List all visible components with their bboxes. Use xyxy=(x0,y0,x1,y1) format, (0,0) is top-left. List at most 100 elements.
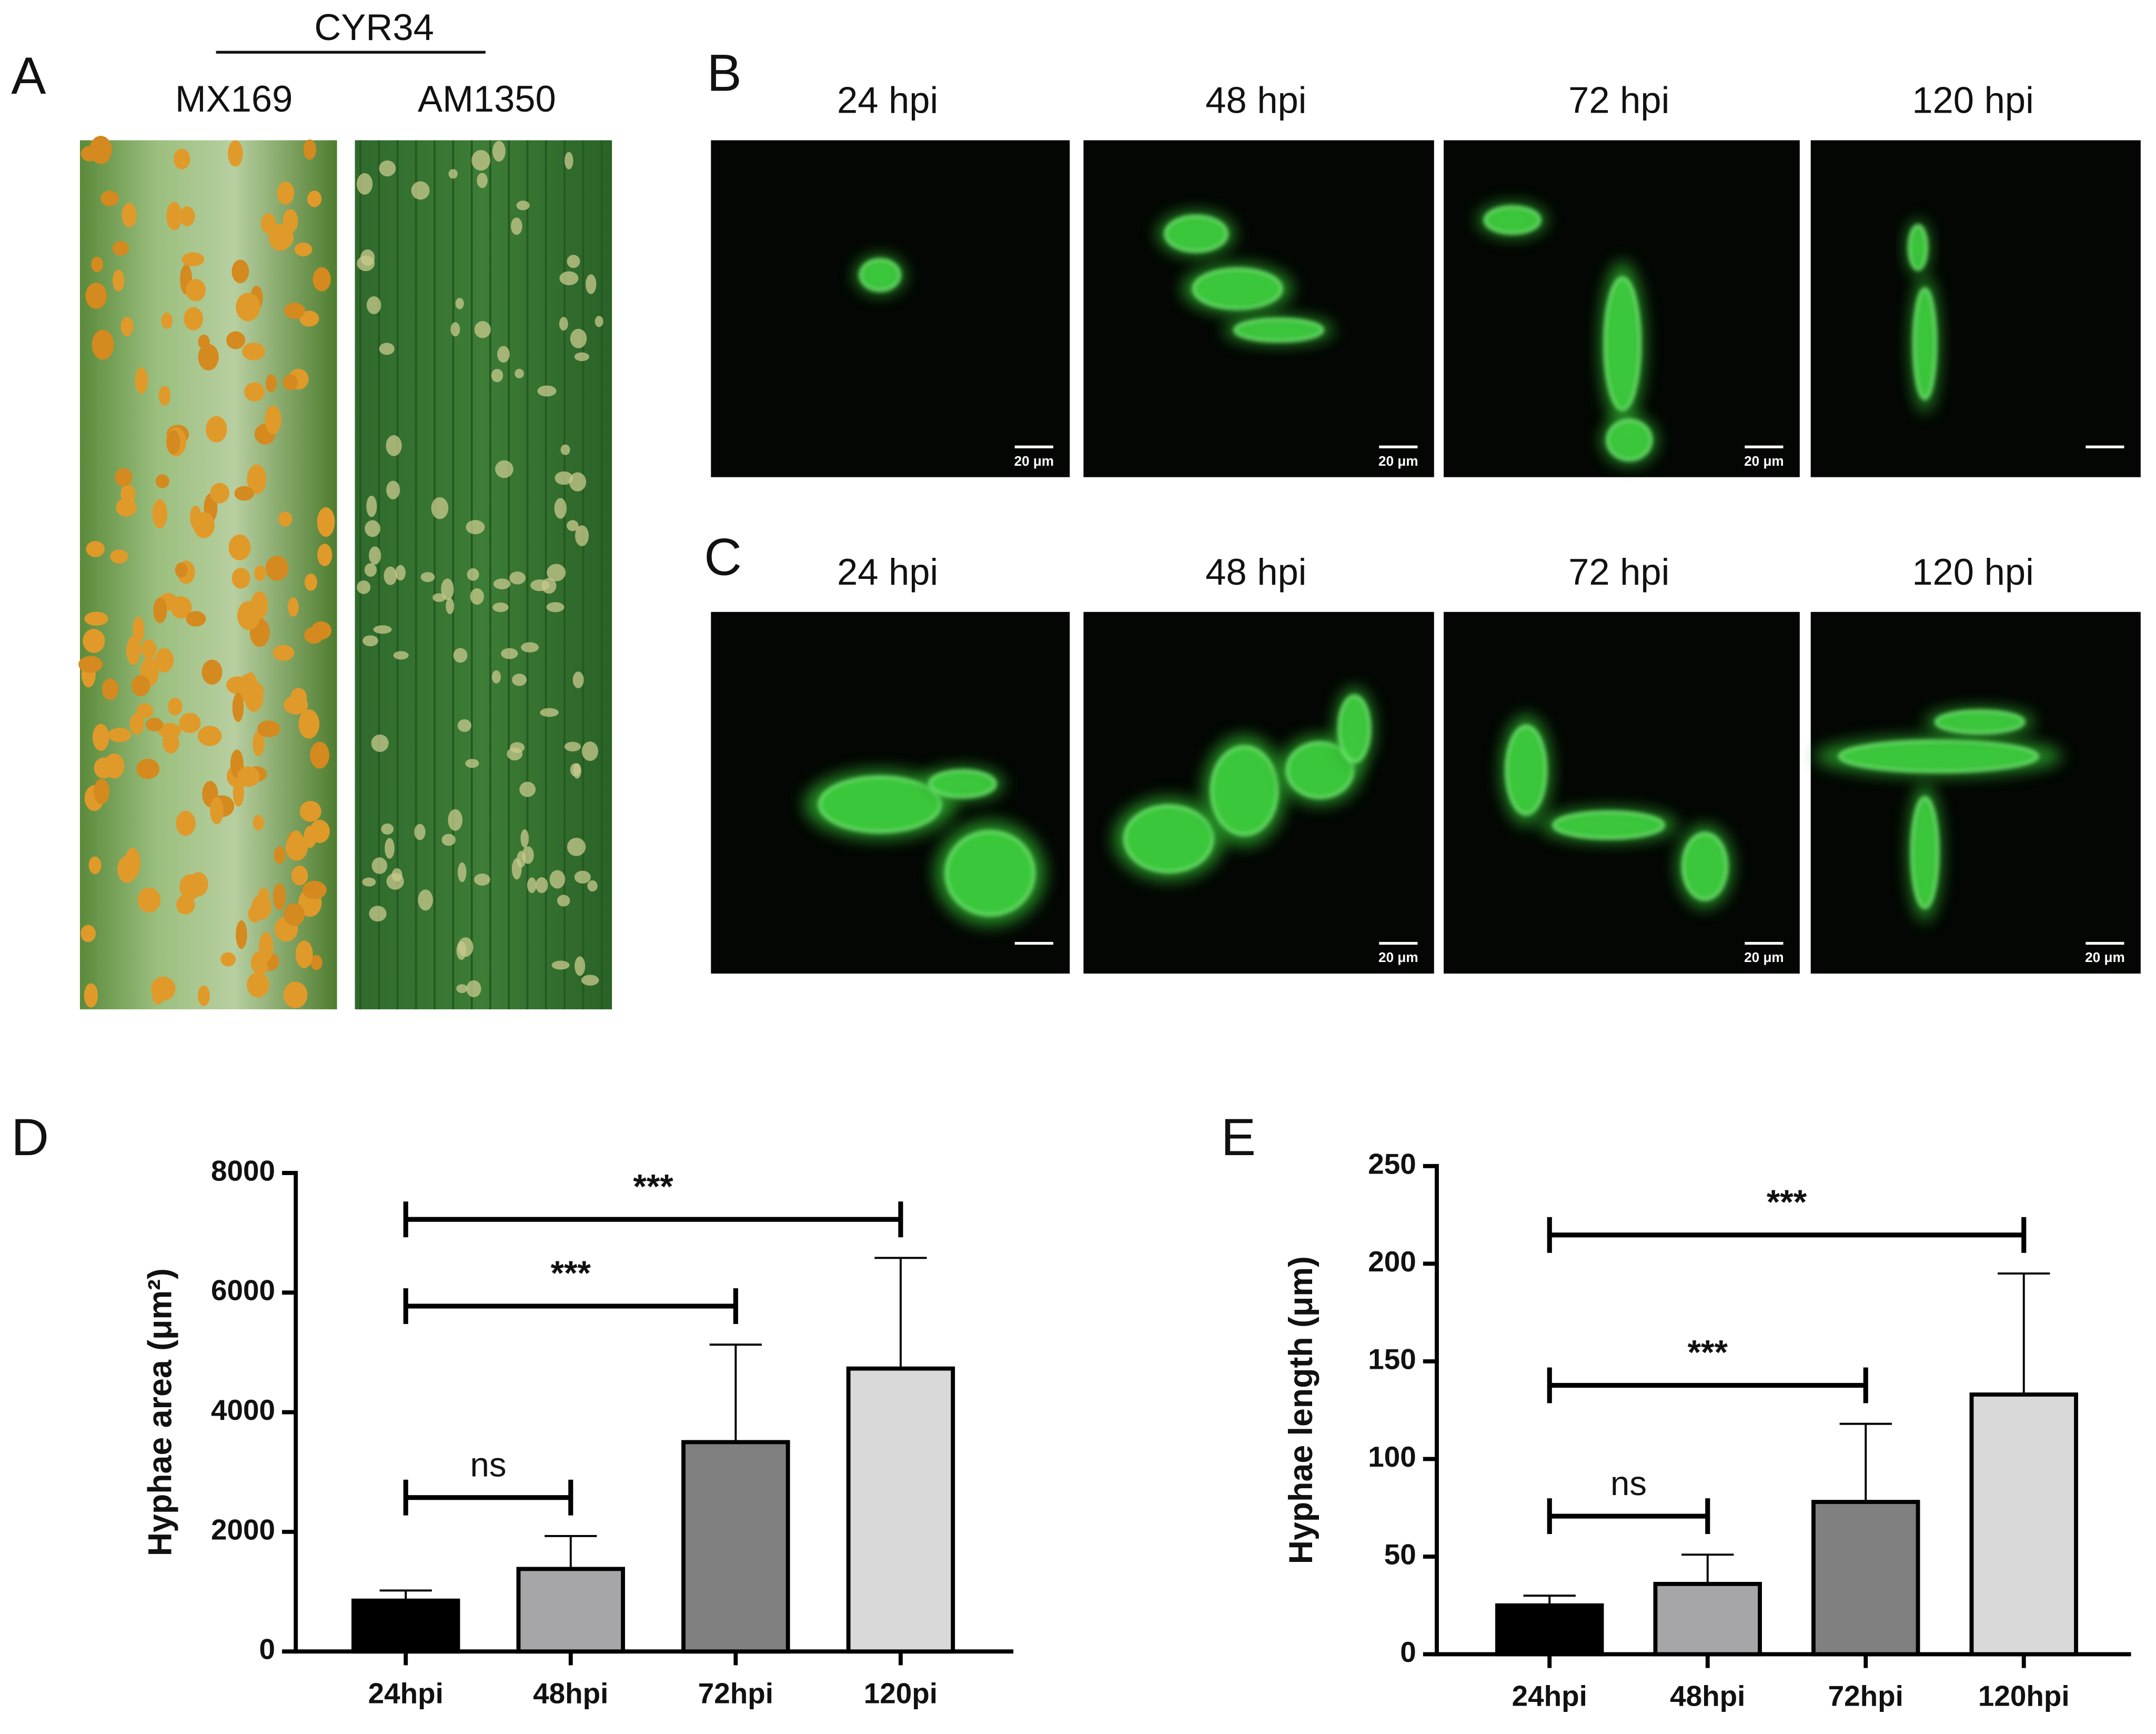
rust-pustule xyxy=(112,269,125,292)
fleck xyxy=(432,593,446,602)
rust-pustule xyxy=(247,464,267,495)
significance-label: *** xyxy=(633,1167,673,1206)
fleck xyxy=(510,217,522,235)
rust-pustule xyxy=(244,382,265,402)
fleck xyxy=(448,809,462,831)
fleck xyxy=(371,857,388,874)
fleck xyxy=(492,602,509,613)
fleck xyxy=(574,870,591,884)
x-tick-label: 24hpi xyxy=(368,1677,444,1709)
fleck xyxy=(522,846,534,864)
fluorescence-hypha xyxy=(818,775,942,834)
fluorescence-hypha xyxy=(1337,694,1372,764)
bar xyxy=(681,1440,790,1654)
x-tick-label: 120hpi xyxy=(1978,1680,2070,1712)
x-tick-label: 48hpi xyxy=(533,1677,608,1709)
fleck xyxy=(547,564,566,582)
rust-pustule xyxy=(253,731,265,756)
fluorescence-hypha xyxy=(944,830,1035,917)
rust-pustule xyxy=(273,883,286,910)
y-tick-label: 4000 xyxy=(211,1394,275,1426)
panel-label: A xyxy=(11,47,46,105)
rust-pustule xyxy=(309,819,330,843)
fleck xyxy=(450,322,460,337)
fleck xyxy=(537,385,557,397)
scale-bar-label: 20 μm xyxy=(1378,949,1418,965)
rust-pustule xyxy=(115,468,133,487)
rust-pustule xyxy=(136,758,160,779)
fleck xyxy=(549,870,566,889)
rust-pustule xyxy=(185,279,206,302)
fluorescence-hypha xyxy=(1285,741,1355,799)
fleck xyxy=(575,525,589,546)
fleck xyxy=(559,317,568,331)
fleck xyxy=(441,578,454,600)
time-label: 24 hpi xyxy=(837,79,938,121)
fleck xyxy=(474,873,490,886)
time-label: 24 hpi xyxy=(837,551,938,593)
rust-pustule xyxy=(112,241,129,256)
fleck xyxy=(515,368,524,379)
rust-pustule xyxy=(233,779,244,807)
fleck xyxy=(521,642,539,653)
rust-pustule xyxy=(197,985,210,1006)
scale-bar-label: 20 μm xyxy=(1744,949,1784,965)
rust-pustule xyxy=(283,209,298,233)
rust-pustule xyxy=(265,405,281,435)
fleck xyxy=(369,546,381,565)
rust-pustule xyxy=(210,483,229,504)
fleck xyxy=(570,328,587,348)
fleck xyxy=(467,568,479,581)
rust-pustule xyxy=(317,507,335,537)
rust-pustule xyxy=(145,717,164,732)
rust-pustule xyxy=(266,374,277,393)
fluorescence-hypha xyxy=(1910,796,1940,909)
rust-pustule xyxy=(303,139,316,160)
y-tick-label: 6000 xyxy=(211,1274,275,1307)
rust-pustule xyxy=(166,202,183,230)
fleck xyxy=(559,271,579,286)
rust-pustule xyxy=(289,830,304,854)
rust-pustule xyxy=(158,386,171,406)
rust-pustule xyxy=(186,611,206,627)
fleck xyxy=(567,255,580,268)
fleck xyxy=(369,906,387,922)
rust-pustule xyxy=(93,778,110,805)
rust-pustule xyxy=(253,815,264,831)
fluorescence-hypha xyxy=(928,769,997,799)
rust-pustule xyxy=(302,880,327,899)
fleck xyxy=(474,321,491,338)
rust-pustule xyxy=(244,672,258,701)
bar xyxy=(516,1567,626,1654)
fleck xyxy=(357,173,373,195)
scale-bar-label: 20 μm xyxy=(1378,453,1418,469)
fleck xyxy=(572,671,584,688)
rust-pustule xyxy=(168,697,183,716)
fleck xyxy=(491,670,501,684)
fleck xyxy=(386,435,402,456)
y-tick-label: 2000 xyxy=(211,1513,275,1546)
rust-pustule xyxy=(176,810,196,836)
fluorescence-hypha xyxy=(1505,725,1548,816)
fleck xyxy=(567,837,586,856)
fleck xyxy=(492,141,506,162)
rust-pustule xyxy=(152,989,164,1005)
fleck xyxy=(491,368,503,383)
rust-pustule xyxy=(287,597,299,617)
fleck xyxy=(411,181,430,200)
rust-pustule xyxy=(313,267,331,292)
rust-pustule xyxy=(228,140,243,167)
fleck xyxy=(385,838,395,859)
x-tick-label: 48hpi xyxy=(1670,1680,1745,1712)
rust-pustule xyxy=(179,713,201,734)
rust-pustule xyxy=(202,659,223,685)
header: CYR34 xyxy=(314,6,434,48)
rust-pustule xyxy=(153,597,167,624)
fleck xyxy=(379,160,396,177)
fleck xyxy=(366,495,377,517)
fleck xyxy=(446,598,455,615)
fleck xyxy=(512,674,527,686)
fleck xyxy=(540,708,559,717)
fleck xyxy=(564,741,581,751)
bar xyxy=(1653,1581,1762,1657)
